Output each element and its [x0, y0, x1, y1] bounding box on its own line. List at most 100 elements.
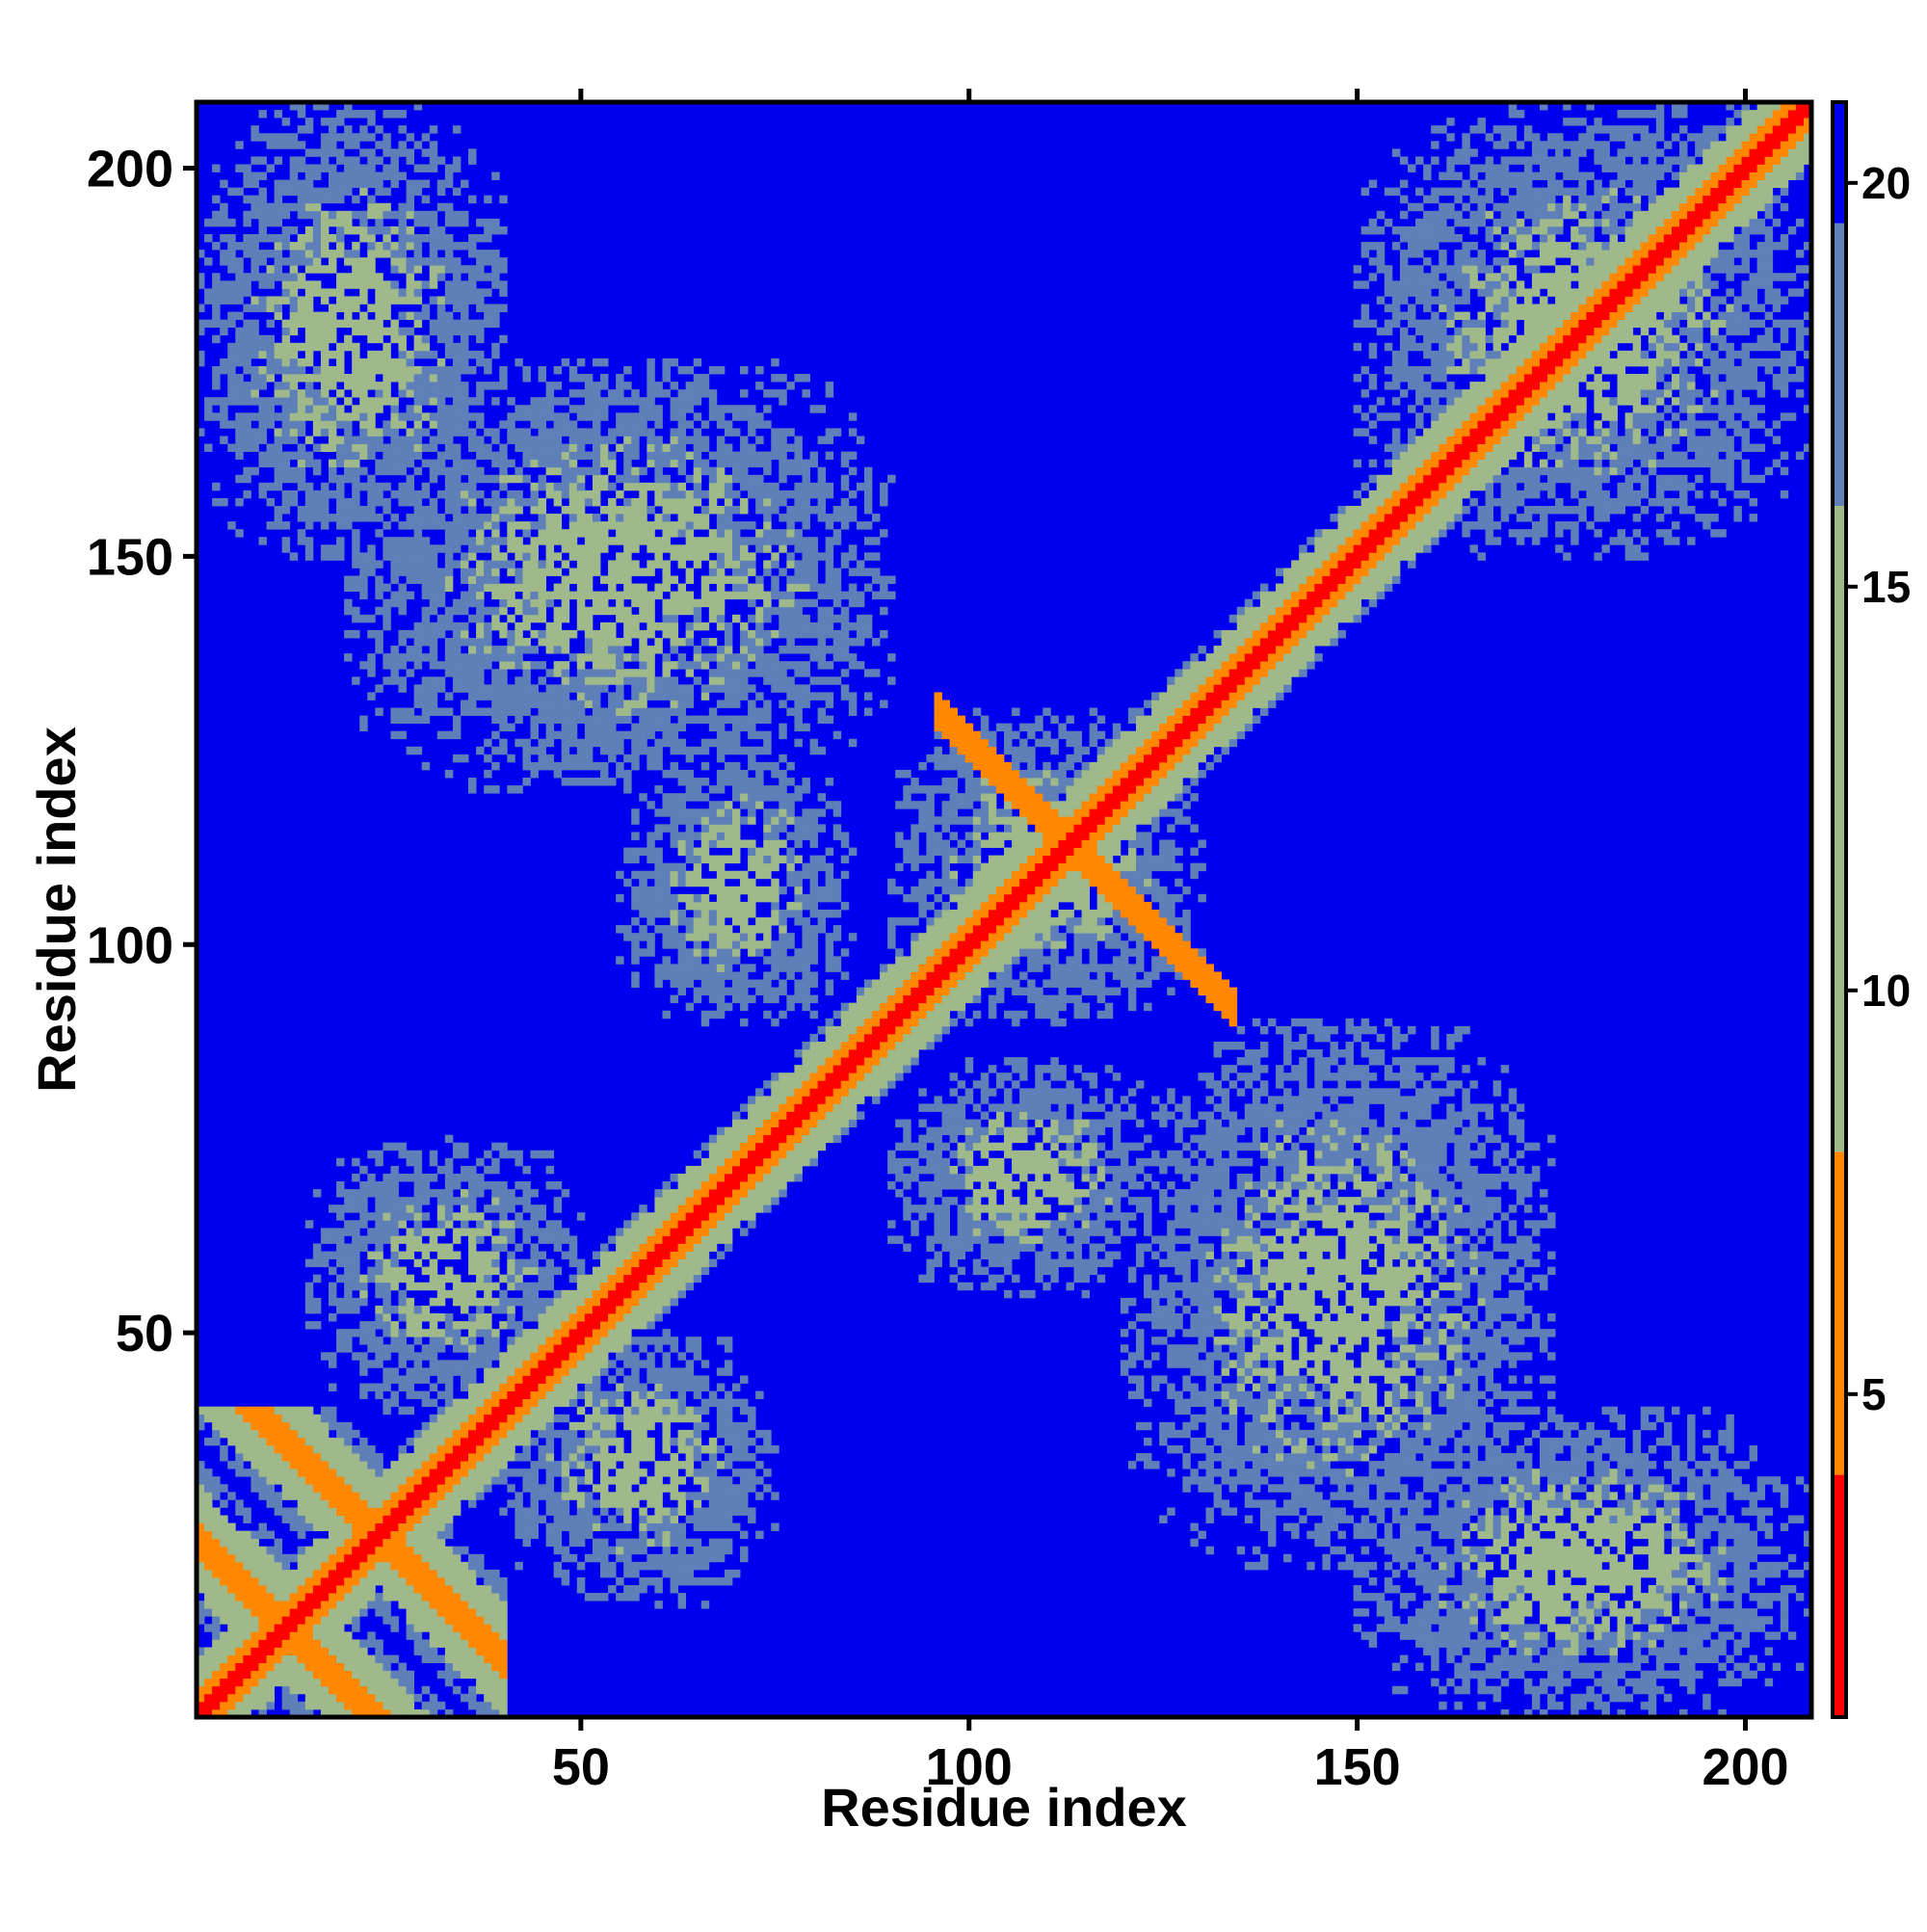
heatmap-cell — [375, 311, 383, 321]
heatmap-cell — [320, 1624, 330, 1632]
heatmap-cell — [522, 761, 531, 771]
heatmap-cell — [352, 529, 360, 538]
heatmap-cell — [274, 1469, 283, 1477]
heatmap-cell — [600, 1282, 609, 1291]
heatmap-cell — [616, 1258, 624, 1268]
heatmap-cell — [258, 412, 267, 421]
heatmap-cell — [336, 179, 345, 189]
heatmap-cell — [243, 1654, 251, 1663]
heatmap-cell — [568, 1429, 578, 1439]
heatmap-cell — [561, 715, 570, 725]
heatmap-cell — [220, 1499, 228, 1508]
heatmap-cell — [274, 296, 283, 304]
heatmap-cell — [304, 1437, 314, 1446]
heatmap-cell — [328, 1235, 337, 1244]
heatmap-cell — [568, 1297, 578, 1307]
heatmap-cell — [274, 474, 283, 484]
heatmap-cell — [436, 233, 446, 243]
heatmap-cell — [320, 552, 330, 561]
heatmap-cell — [304, 187, 314, 197]
heatmap-cell — [359, 412, 368, 421]
heatmap-cell — [421, 606, 431, 616]
heatmap-cell — [258, 1670, 267, 1680]
heatmap-cell — [631, 1274, 640, 1284]
heatmap-cell — [436, 1670, 446, 1680]
heatmap-cell — [647, 933, 655, 941]
heatmap-cell — [468, 661, 477, 670]
heatmap-cell — [266, 1693, 275, 1703]
heatmap-cell — [375, 365, 383, 375]
heatmap-cell — [251, 1569, 259, 1578]
heatmap-cell — [328, 1282, 337, 1291]
heatmap-cell — [289, 420, 299, 429]
heatmap-cell — [406, 443, 415, 452]
heatmap-cell — [631, 700, 640, 708]
heatmap-cell — [468, 1313, 477, 1322]
heatmap-cell — [289, 179, 299, 189]
heatmap-cell — [212, 304, 221, 312]
heatmap-cell — [460, 1367, 469, 1376]
heatmap-cell — [312, 327, 322, 336]
heatmap-cell — [227, 1693, 236, 1703]
heatmap-cell — [584, 1414, 594, 1423]
heatmap-cell — [383, 1282, 391, 1291]
heatmap-cell — [266, 273, 275, 281]
heatmap-cell — [359, 1546, 368, 1555]
heatmap-cell — [499, 1631, 508, 1640]
heatmap-cell — [491, 497, 500, 507]
heatmap-cell — [553, 482, 563, 491]
heatmap-cell — [647, 910, 655, 918]
heatmap-cell — [584, 1429, 594, 1439]
heatmap-cell — [592, 1305, 601, 1314]
heatmap-cell — [631, 847, 640, 856]
heatmap-cell — [545, 1150, 555, 1159]
heatmap-cell — [367, 1553, 376, 1563]
heatmap-cell — [406, 296, 415, 304]
heatmap-cell — [452, 412, 462, 421]
heatmap-cell — [359, 1469, 368, 1477]
heatmap-cell — [383, 1546, 391, 1555]
heatmap-cell — [398, 1360, 407, 1368]
heatmap-cell — [484, 537, 492, 545]
heatmap-cell — [413, 420, 423, 429]
heatmap-cell — [647, 707, 655, 716]
heatmap-cell — [623, 847, 632, 856]
heatmap-cell — [444, 622, 454, 631]
heatmap-cell — [383, 382, 391, 390]
heatmap-cell — [328, 428, 337, 437]
heatmap-cell — [484, 1344, 492, 1353]
heatmap-cell — [312, 1414, 322, 1423]
heatmap-cell — [344, 653, 353, 662]
heatmap-cell — [553, 1297, 563, 1307]
heatmap-cell — [235, 389, 244, 398]
heatmap-cell — [468, 692, 477, 701]
heatmap-cell — [608, 466, 617, 476]
heatmap-cell — [328, 1266, 337, 1276]
heatmap-cell — [304, 1499, 314, 1508]
heatmap-cell — [522, 1414, 531, 1423]
heatmap-cell — [421, 1228, 431, 1236]
heatmap-cell — [289, 288, 299, 297]
heatmap-cell — [413, 1321, 423, 1330]
heatmap-cell — [468, 514, 477, 522]
heatmap-cell — [576, 1444, 586, 1454]
heatmap-cell — [212, 1654, 221, 1663]
heatmap-cell — [592, 653, 601, 662]
heatmap-cell — [304, 242, 314, 251]
heatmap-cell — [359, 1437, 368, 1446]
heatmap-cell — [522, 1406, 531, 1416]
heatmap-cell — [452, 1608, 462, 1617]
heatmap-cell — [429, 164, 438, 172]
heatmap-cell — [452, 754, 462, 763]
heatmap-cell — [383, 1469, 391, 1477]
heatmap-cell — [545, 466, 555, 476]
heatmap-cell — [390, 1344, 399, 1353]
heatmap-cell — [444, 669, 454, 677]
heatmap-cell — [289, 1461, 299, 1469]
heatmap-cell — [600, 436, 609, 444]
heatmap-cell — [251, 1484, 259, 1493]
heatmap-cell — [328, 218, 337, 227]
heatmap-cell — [507, 614, 515, 623]
heatmap-cell — [413, 661, 423, 670]
